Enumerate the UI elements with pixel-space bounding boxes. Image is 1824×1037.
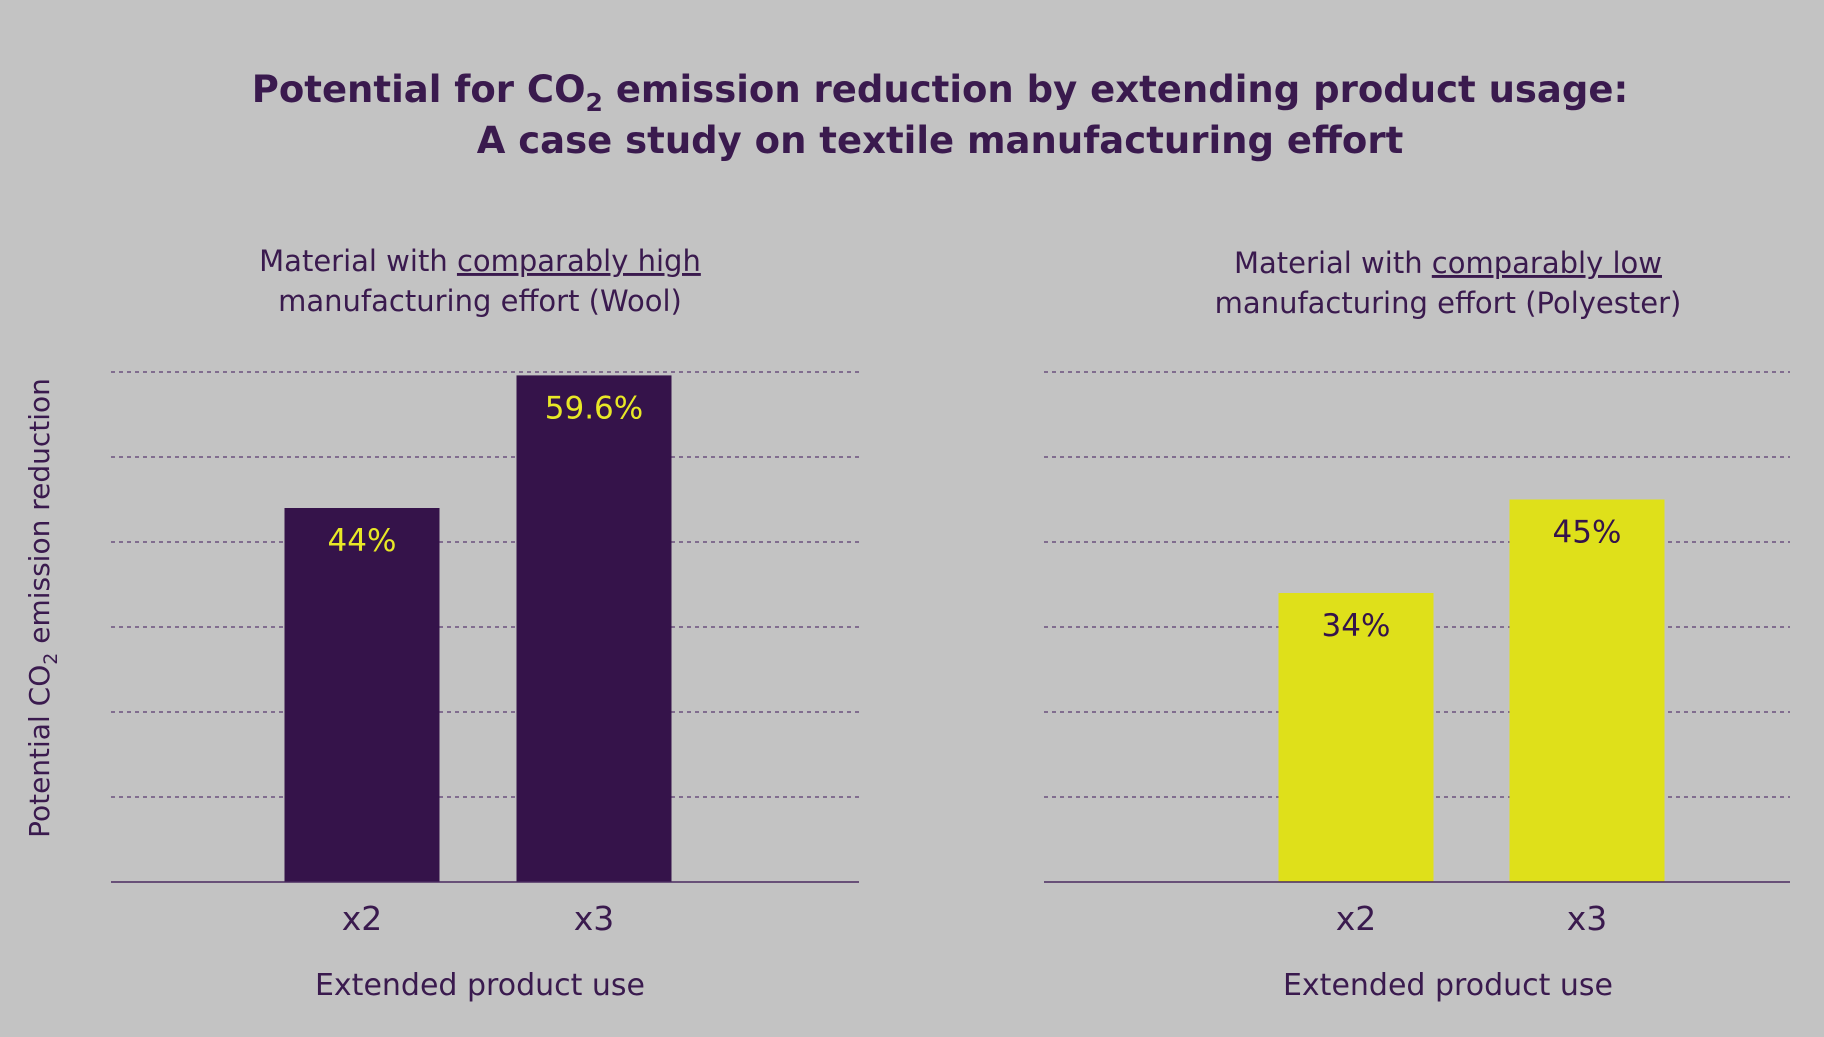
data-label: 34% (1322, 608, 1391, 644)
panel-subtitle-prefix: Material with (259, 244, 457, 278)
chart-title-line-1: Potential for CO2 emission reduction by … (252, 68, 1629, 117)
x-tick-label: x3 (1567, 899, 1608, 938)
bar (516, 375, 672, 882)
chart-panel-1: 44% x2 59.6% x3 Material with comparably hig… (111, 244, 859, 1003)
data-label: 59.6% (545, 390, 643, 426)
y-axis-label-suffix: emission reduction (23, 378, 56, 653)
x-tick-label: x2 (342, 899, 383, 938)
chart-panels: 44% x2 59.6% x3 Material with comparably hig… (111, 244, 1790, 1003)
y-axis-label-prefix: Potential CO (23, 665, 56, 838)
chart-title-prefix: Potential for CO (252, 68, 586, 111)
x-axis-label: Extended product use (315, 968, 645, 1003)
chart-panel-2: 34% x2 45% x3 Material with comparably low ma… (1044, 246, 1790, 1003)
bar (1509, 499, 1665, 882)
data-label: 44% (328, 523, 397, 559)
panel-subtitle-prefix: Material with (1234, 246, 1432, 280)
x-axis-label: Extended product use (1283, 968, 1613, 1003)
panel-subtitle-line-2: manufacturing effort (Polyester) (1215, 286, 1682, 320)
chart-title-suffix: emission reduction by extending product … (603, 68, 1628, 111)
y-axis-label: Potential CO2 emission reduction (23, 378, 62, 838)
panel-subtitle-line-1: Material with comparably high (259, 244, 701, 278)
panel-subtitle-line-1: Material with comparably low (1234, 246, 1662, 280)
bar (284, 508, 440, 882)
chart-title-subscript: 2 (586, 88, 603, 117)
panel-subtitle-emphasis: comparably high (457, 244, 701, 278)
chart-title-line-2: A case study on textile manufacturing ef… (477, 119, 1404, 162)
x-tick-label: x3 (574, 899, 615, 938)
x-tick-label: x2 (1336, 899, 1377, 938)
panel-subtitle-emphasis: comparably low (1432, 246, 1662, 280)
bar (1278, 593, 1434, 882)
data-label: 45% (1553, 515, 1622, 551)
panel-subtitle-line-2: manufacturing effort (Wool) (278, 284, 682, 318)
y-axis-label-subscript: 2 (40, 653, 62, 665)
